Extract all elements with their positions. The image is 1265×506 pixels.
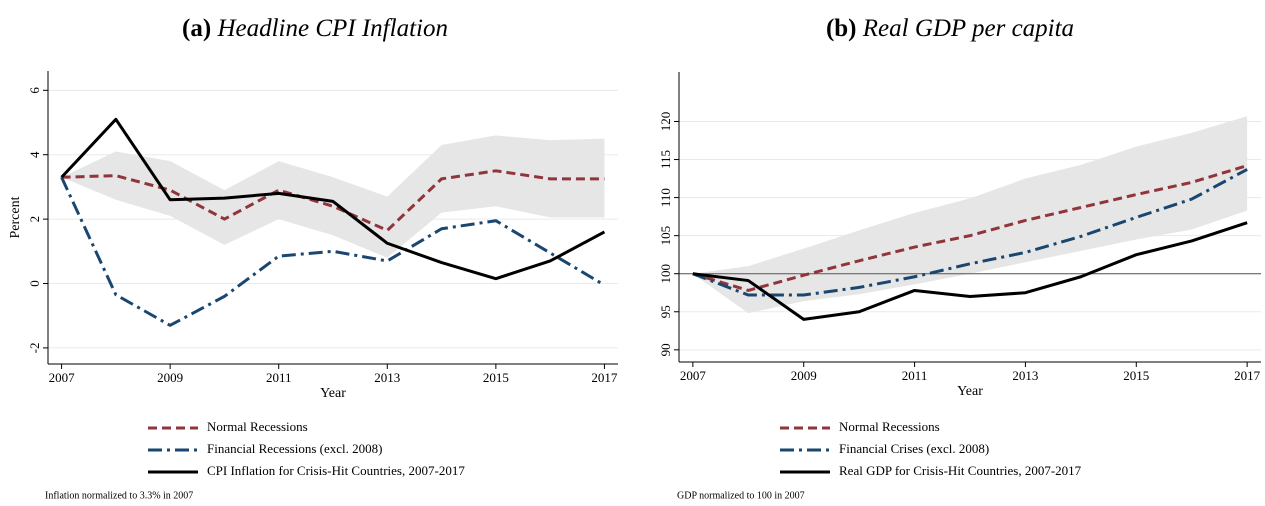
y-tick-label: 100 xyxy=(658,264,673,284)
legend-label: Real GDP for Crisis-Hit Countries, 2007-… xyxy=(839,463,1082,478)
x-tick-label: 2013 xyxy=(374,370,400,385)
y-axis-label: Percent xyxy=(8,196,23,238)
panel-label: (b) xyxy=(826,15,857,42)
x-tick-label: 2011 xyxy=(902,368,928,383)
legend-label: CPI Inflation for Crisis-Hit Countries, … xyxy=(207,463,465,478)
series-line xyxy=(60,176,606,327)
x-axis-label: Year xyxy=(320,386,346,401)
x-tick-label: 2011 xyxy=(266,370,292,385)
y-tick-label: 0 xyxy=(27,280,42,287)
legend-label: Normal Recessions xyxy=(839,419,940,434)
note: Inflation normalized to 3.3% in 2007 xyxy=(45,490,193,501)
y-tick-label: 115 xyxy=(658,150,673,169)
y-tick-label: 105 xyxy=(658,226,673,246)
panel-label: (a) xyxy=(182,15,211,42)
legend-label: Normal Recessions xyxy=(207,419,308,434)
y-tick-label: 6 xyxy=(27,87,42,94)
y-tick-label: 4 xyxy=(27,151,42,158)
x-tick-label: 2009 xyxy=(157,370,183,385)
y-tick-label: 95 xyxy=(658,305,673,318)
y-tick-label: -2 xyxy=(27,342,42,353)
legend-label: Financial Crises (excl. 2008) xyxy=(839,441,989,456)
note: GDP normalized to 100 in 2007 xyxy=(677,490,805,501)
panel-title: (b) Real GDP per capita xyxy=(826,15,1074,42)
series-line xyxy=(692,221,1248,321)
y-tick-label: 110 xyxy=(658,188,673,207)
x-tick-label: 2015 xyxy=(483,370,509,385)
panel: (b) Real GDP per capita 90 95 100 105 110 115 1… xyxy=(658,15,1261,501)
y-tick-label: 90 xyxy=(658,343,673,356)
title-text: Real GDP per capita xyxy=(862,15,1074,42)
x-tick-label: 2013 xyxy=(1012,368,1038,383)
legend-label: Financial Recessions (excl. 2008) xyxy=(207,441,382,456)
range-band xyxy=(692,116,1248,314)
x-tick-label: 2015 xyxy=(1123,368,1149,383)
series-line xyxy=(61,169,605,232)
x-tick-label: 2009 xyxy=(791,368,817,383)
x-tick-label: 2007 xyxy=(49,370,76,385)
x-tick-label: 2017 xyxy=(591,370,618,385)
panel-title: (a) Headline CPI Inflation xyxy=(182,15,448,42)
series-line xyxy=(692,164,1248,292)
x-axis-label: Year xyxy=(957,384,983,399)
x-tick-label: 2017 xyxy=(1234,368,1261,383)
title-text: Headline CPI Inflation xyxy=(216,15,448,42)
panel: (a) Headline CPI Inflation -2 0 2 4 6 2007 2009… xyxy=(8,15,618,501)
x-tick-label: 2007 xyxy=(680,368,707,383)
y-tick-label: 2 xyxy=(27,216,42,223)
y-tick-label: 120 xyxy=(658,112,673,132)
range-band xyxy=(61,135,605,258)
series-line xyxy=(60,117,606,281)
